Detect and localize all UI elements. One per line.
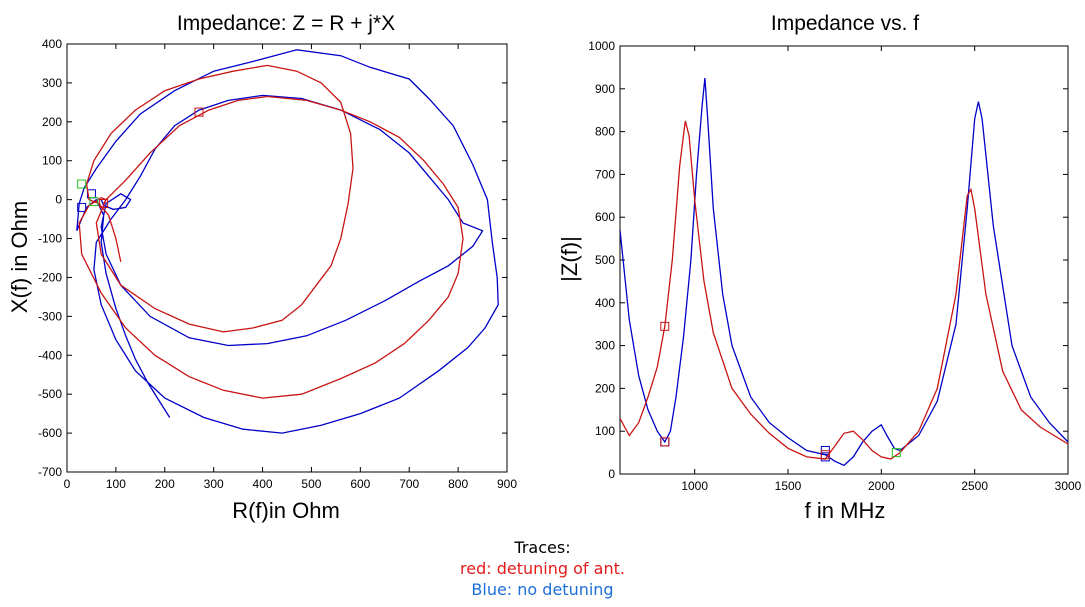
y-tick-label: 800 — [595, 125, 615, 139]
x-tick-label: 0 — [64, 477, 71, 491]
marker-square-green — [89, 197, 99, 207]
impedance-magnitude-chart: Impedance vs. f f in MHz |Z(f)| 1000 1500… — [557, 12, 1082, 523]
y-tick-label: 200 — [595, 381, 615, 395]
x-tick-label: 500 — [301, 477, 321, 491]
y-tick-label: 300 — [42, 76, 62, 90]
y-tick-label: 400 — [42, 37, 62, 51]
plot-area — [66, 43, 508, 473]
x-tick-label: 2500 — [961, 479, 988, 493]
x-tick-label: 300 — [204, 477, 224, 491]
series-blue-trace — [620, 78, 1068, 467]
y-tick-label: -700 — [38, 465, 62, 479]
caption-heading: Traces: — [514, 538, 571, 557]
marker-square — [77, 202, 87, 212]
charts-canvas: Impedance: Z = R + j*X R(f)in Ohm X(f) i… — [7, 12, 1082, 523]
caption-red-trace: red: detuning of ant. — [460, 559, 625, 578]
marker-square — [820, 450, 830, 460]
y-tick-label: 100 — [595, 424, 615, 438]
x-tick-label: 700 — [399, 477, 419, 491]
y-tick-label: -400 — [38, 348, 62, 362]
x-tick-label: 1500 — [775, 479, 802, 493]
series-red-trace — [620, 120, 1068, 460]
y-axis-label: |Z(f)| — [557, 236, 582, 282]
x-axis-label: R(f)in Ohm — [232, 498, 340, 523]
y-tick-label: -100 — [38, 232, 62, 246]
x-tick-label: 2000 — [868, 479, 895, 493]
y-axis-label: X(f) in Ohm — [7, 201, 32, 313]
y-tick-label: 0 — [55, 193, 62, 207]
y-tick-label: 200 — [42, 115, 62, 129]
x-tick-label: 3000 — [1055, 479, 1082, 493]
y-tick-label: 700 — [595, 167, 615, 181]
caption-blue-trace: Blue: no detuning — [471, 580, 614, 599]
chart-title: Impedance vs. f — [771, 12, 919, 35]
x-tick-label: 600 — [350, 477, 370, 491]
y-tick-label: 400 — [595, 296, 615, 310]
marker-square — [99, 199, 109, 209]
marker-square — [660, 321, 670, 331]
marker-square — [660, 437, 670, 447]
x-tick-label: 900 — [497, 477, 517, 491]
marker-square — [194, 107, 204, 117]
y-tick-label: 300 — [595, 339, 615, 353]
x-tick-label: 800 — [448, 477, 468, 491]
x-tick-label: 400 — [253, 477, 273, 491]
y-tick-label: -600 — [38, 426, 62, 440]
marker-square-green — [891, 448, 901, 458]
x-tick-label: 200 — [155, 477, 175, 491]
y-tick-label: 500 — [595, 253, 615, 267]
chart-title: Impedance: Z = R + j*X — [177, 12, 395, 35]
y-tick-label: 900 — [595, 82, 615, 96]
y-tick-label: 0 — [608, 467, 615, 481]
x-axis-label: f in MHz — [805, 498, 886, 523]
marker-square-green — [77, 179, 87, 189]
y-tick-label: 100 — [42, 154, 62, 168]
plot-area — [619, 45, 1069, 475]
x-tick-label: 100 — [106, 477, 126, 491]
y-tick-label: -500 — [38, 387, 62, 401]
series-blue-trace — [76, 49, 499, 434]
y-tick-label: -300 — [38, 309, 62, 323]
x-tick-label: 1000 — [681, 479, 708, 493]
y-tick-label: -200 — [38, 270, 62, 284]
impedance-locus-chart: Impedance: Z = R + j*X R(f)in Ohm X(f) i… — [7, 12, 517, 523]
y-tick-label: 600 — [595, 210, 615, 224]
series-red-trace — [78, 64, 464, 399]
y-tick-label: 1000 — [588, 39, 615, 53]
